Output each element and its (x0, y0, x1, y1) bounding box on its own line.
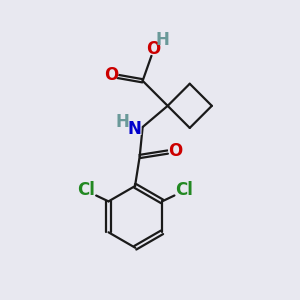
Text: O: O (146, 40, 160, 58)
Text: Cl: Cl (76, 180, 97, 199)
Text: Cl: Cl (174, 180, 195, 199)
Text: Cl: Cl (175, 181, 193, 199)
Text: H: H (115, 113, 129, 131)
Text: H: H (156, 31, 170, 49)
Text: O: O (145, 40, 161, 59)
Text: N: N (128, 120, 141, 138)
Text: O: O (167, 141, 183, 160)
Text: O: O (103, 65, 119, 84)
Text: O: O (104, 66, 118, 84)
Text: Cl: Cl (77, 181, 95, 199)
Text: H: H (154, 30, 171, 49)
Text: O: O (168, 142, 182, 160)
Text: N: N (126, 120, 142, 139)
Text: H: H (114, 112, 130, 131)
